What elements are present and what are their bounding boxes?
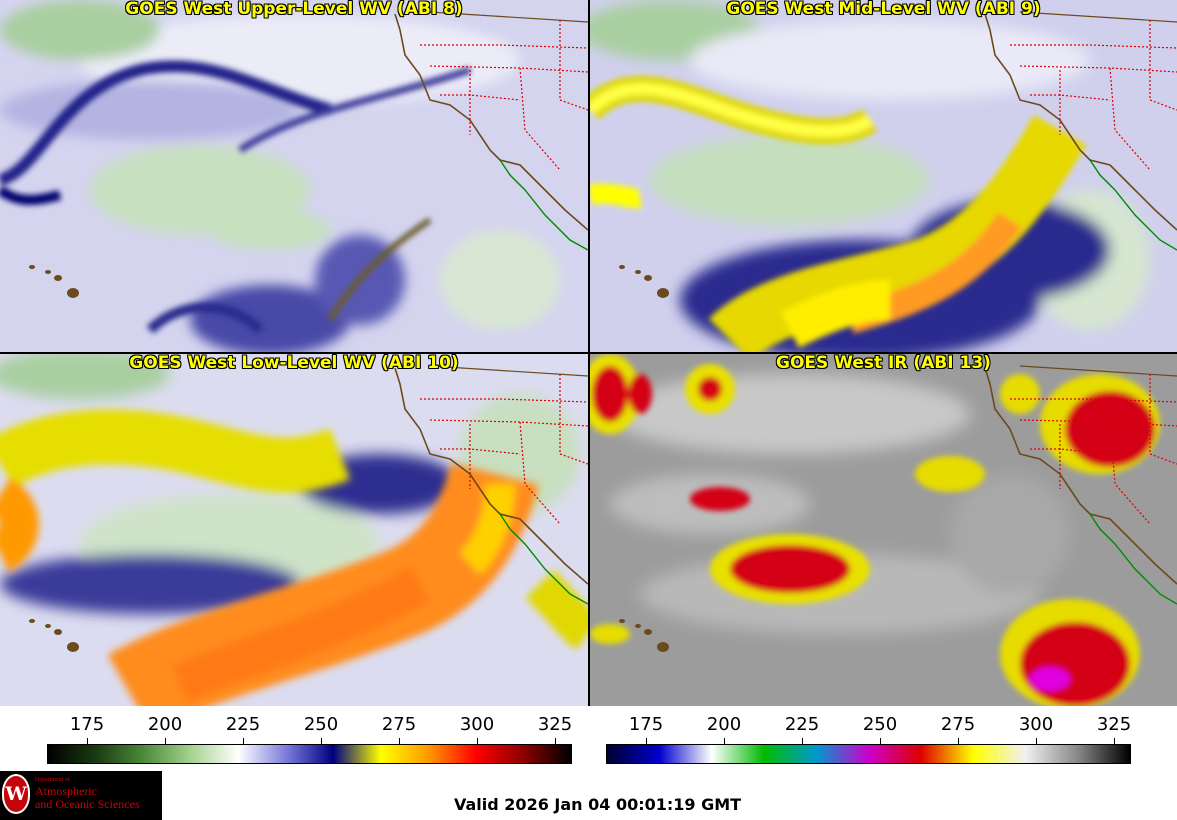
panel-divider-horizontal — [0, 352, 1177, 354]
wv-tick-mark — [87, 738, 88, 744]
ir-tick-mark — [1114, 738, 1115, 744]
panel-mid-level-wv: GOES West Mid-Level WV (ABI 9) — [590, 0, 1177, 352]
wv-tick-label: 250 — [303, 714, 339, 735]
wv-tick-label: 325 — [537, 714, 573, 735]
ir-tick-mark — [958, 738, 959, 744]
ir-tick-label: 175 — [628, 714, 664, 735]
wv-tick-mark — [165, 738, 166, 744]
ir-tick-label: 200 — [706, 714, 742, 735]
ir-tick-mark — [880, 738, 881, 744]
wv-tick-label: 200 — [147, 714, 183, 735]
panel-upper-level-wv: GOES West Upper-Level WV (ABI 8) — [0, 0, 588, 352]
logo-line-2: and Oceanic Sciences — [35, 797, 140, 811]
wv-tick-mark — [477, 738, 478, 744]
ir-image — [590, 354, 1177, 706]
panel-title: GOES West Low-Level WV (ABI 10) — [129, 354, 459, 373]
ir-tick-label: 225 — [784, 714, 820, 735]
logo-department: Department of — [35, 777, 70, 783]
wv-colorbar — [47, 744, 572, 764]
wv-tick-mark — [555, 738, 556, 744]
wv-tick-mark — [399, 738, 400, 744]
panel-low-level-wv: GOES West Low-Level WV (ABI 10) — [0, 354, 588, 706]
ir-tick-label: 275 — [940, 714, 976, 735]
wv-tick-mark — [321, 738, 322, 744]
upper-level-wv-image — [0, 0, 588, 352]
panel-title: GOES West Upper-Level WV (ABI 8) — [125, 0, 463, 19]
ir-tick-label: 250 — [862, 714, 898, 735]
panel-ir: GOES West IR (ABI 13) — [590, 354, 1177, 706]
logo-line-1: Atmospheric — [35, 784, 97, 798]
low-level-wv-image — [0, 354, 588, 706]
ir-tick-mark — [724, 738, 725, 744]
ir-tick-mark — [646, 738, 647, 744]
ir-tick-mark — [1036, 738, 1037, 744]
aos-logo[interactable]: W Department of Atmospheric and Oceanic … — [0, 771, 162, 820]
wv-tick-label: 300 — [459, 714, 495, 735]
ir-tick-label: 325 — [1096, 714, 1132, 735]
uw-seal-icon: W — [2, 774, 30, 814]
ir-tick-label: 300 — [1018, 714, 1054, 735]
ir-colorbar — [606, 744, 1131, 764]
wv-tick-label: 225 — [225, 714, 261, 735]
wv-tick-mark — [243, 738, 244, 744]
panel-title: GOES West IR (ABI 13) — [776, 354, 991, 373]
valid-time: Valid 2026 Jan 04 00:01:19 GMT — [454, 795, 742, 814]
logo-name: Atmospheric and Oceanic Sciences — [35, 785, 140, 811]
mid-level-wv-image — [590, 0, 1177, 352]
ir-tick-mark — [802, 738, 803, 744]
panel-title: GOES West Mid-Level WV (ABI 9) — [726, 0, 1041, 19]
wv-tick-label: 275 — [381, 714, 417, 735]
wv-tick-label: 175 — [69, 714, 105, 735]
